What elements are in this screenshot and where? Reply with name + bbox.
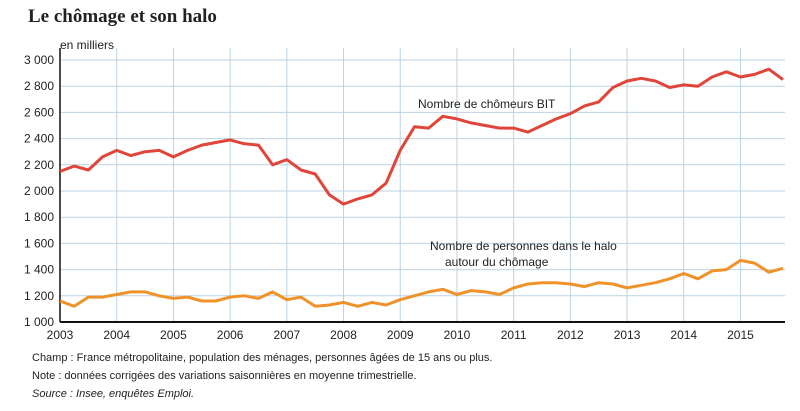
- y-tick-label: 3 000: [24, 53, 54, 67]
- x-tick-label: 2004: [103, 328, 130, 342]
- x-tick-label: 2013: [614, 328, 641, 342]
- annotation-halo-line2: autour du chômage: [445, 255, 549, 269]
- annotation-halo-line1: Nombre de personnes dans le halo: [430, 239, 617, 253]
- x-tick-label: 2008: [330, 328, 357, 342]
- note-champ: Champ : France métropolitaine, populatio…: [32, 352, 493, 364]
- y-tick-label: 2 800: [24, 79, 54, 93]
- annotation-bit: Nombre de chômeurs BIT: [418, 97, 556, 111]
- y-tick-label: 1 600: [24, 236, 54, 250]
- y-tick-label: 2 400: [24, 132, 54, 146]
- y-tick-label: 1 400: [24, 263, 54, 277]
- y-axis-unit-label: en milliers: [60, 38, 114, 52]
- note-methodology: Note : données corrigées des variations …: [32, 370, 417, 382]
- x-tick-label: 2006: [217, 328, 244, 342]
- x-tick-label: 2011: [501, 328, 527, 342]
- chart-title: Le chômage et son halo: [28, 6, 217, 27]
- x-tick-label: 2007: [273, 328, 300, 342]
- y-tick-label: 1 000: [24, 315, 54, 329]
- x-tick-label: 2005: [160, 328, 187, 342]
- y-tick-label: 1 200: [24, 289, 54, 303]
- x-tick-label: 2012: [557, 328, 584, 342]
- x-tick-label: 2010: [444, 328, 471, 342]
- note-source: Source : Insee, enquêtes Emploi.: [32, 388, 195, 400]
- x-tick-label: 2003: [47, 328, 74, 342]
- x-tick-label: 2015: [727, 328, 754, 342]
- y-tick-label: 1 800: [24, 210, 54, 224]
- x-tick-label: 2009: [387, 328, 414, 342]
- series-line-bit: [59, 67, 784, 206]
- y-tick-label: 2 600: [24, 105, 54, 119]
- y-tick-label: 2 200: [24, 158, 54, 172]
- x-tick-label: 2014: [670, 328, 697, 342]
- series-line-halo: [59, 258, 784, 308]
- y-tick-label: 2 000: [24, 184, 54, 198]
